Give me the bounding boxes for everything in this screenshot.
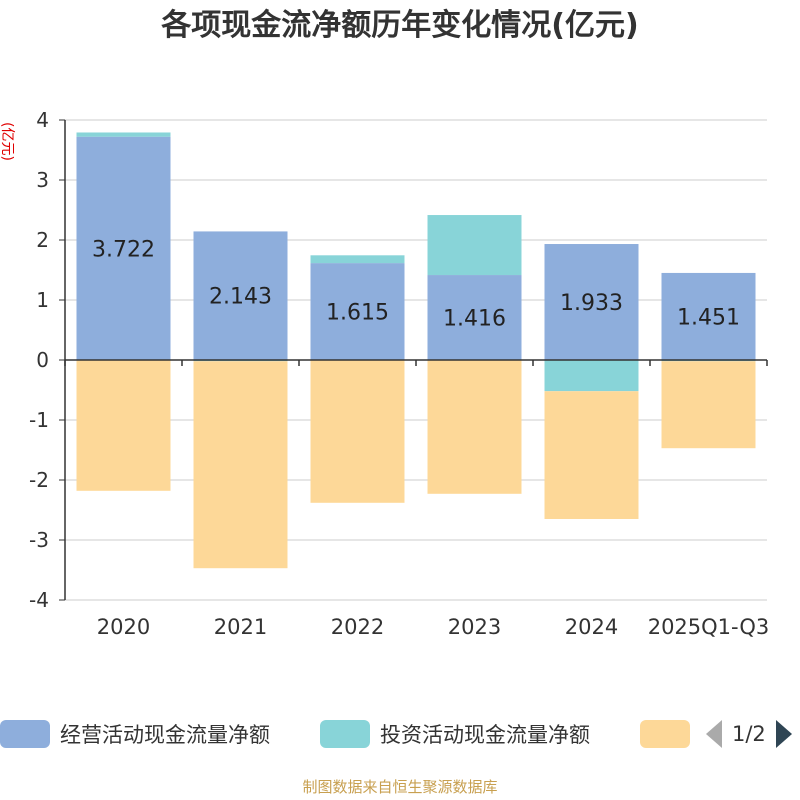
bar-financing	[544, 391, 639, 519]
bar-investing	[427, 215, 522, 276]
data-label: 1.615	[326, 301, 389, 326]
y-axis-label: (亿元)	[0, 122, 15, 161]
x-tick-label: 2020	[97, 615, 150, 639]
source-note: 制图数据来自恒生聚源数据库	[302, 778, 498, 796]
legend-swatch-financing	[640, 720, 690, 748]
data-label: 3.722	[92, 237, 155, 262]
bar-financing	[310, 360, 405, 503]
legend-item-investing[interactable]: 投资活动现金流量净额	[320, 714, 590, 754]
chart-title: 各项现金流净额历年变化情况(亿元)	[161, 8, 639, 43]
y-tick-label: -1	[29, 408, 49, 432]
y-tick-label: -2	[29, 468, 49, 492]
legend-prev-page-icon[interactable]	[706, 720, 722, 748]
data-label: 1.451	[677, 305, 740, 330]
legend-item-financing[interactable]	[640, 714, 700, 754]
y-tick-label: -4	[29, 588, 49, 612]
bar-operating	[427, 275, 522, 360]
y-tick-label: -3	[29, 528, 49, 552]
x-tick-label: 2024	[565, 615, 618, 639]
legend-label-investing: 投资活动现金流量净额	[380, 723, 590, 747]
data-label: 2.143	[209, 285, 272, 310]
x-tick-label: 2023	[448, 615, 501, 639]
legend-swatch-operating	[0, 720, 50, 748]
y-tick-label: 3	[36, 168, 49, 192]
data-label: 1.416	[443, 307, 506, 332]
legend: 经营活动现金流量净额 投资活动现金流量净额	[0, 714, 800, 754]
legend-pager: 1/2	[700, 714, 800, 754]
legend-label-operating: 经营活动现金流量净额	[60, 723, 270, 747]
bar-operating	[544, 244, 639, 360]
x-tick-label: 2021	[214, 615, 267, 639]
bar-financing	[661, 361, 756, 449]
bar-financing	[76, 360, 171, 491]
legend-next-page-icon[interactable]	[775, 720, 792, 748]
bar-investing	[544, 360, 639, 392]
x-tick-label: 2025Q1-Q3	[648, 615, 770, 639]
bar-operating	[193, 231, 288, 360]
y-tick-label: 0	[36, 348, 49, 372]
bar-operating	[76, 136, 171, 360]
bar-financing	[193, 361, 288, 569]
x-tick-label: 2022	[331, 615, 384, 639]
data-label: 1.933	[560, 291, 623, 316]
bar-operating	[661, 272, 756, 360]
bar-investing	[310, 255, 405, 264]
legend-page-indicator: 1/2	[732, 722, 766, 746]
y-tick-label: 4	[36, 108, 49, 132]
legend-swatch-investing	[320, 720, 370, 748]
bar-financing	[427, 360, 522, 494]
y-tick-label: 2	[36, 228, 49, 252]
y-tick-label: 1	[36, 288, 49, 312]
bar-operating	[310, 263, 405, 360]
bar-investing	[76, 132, 171, 137]
legend-item-operating[interactable]: 经营活动现金流量净额	[0, 714, 270, 754]
